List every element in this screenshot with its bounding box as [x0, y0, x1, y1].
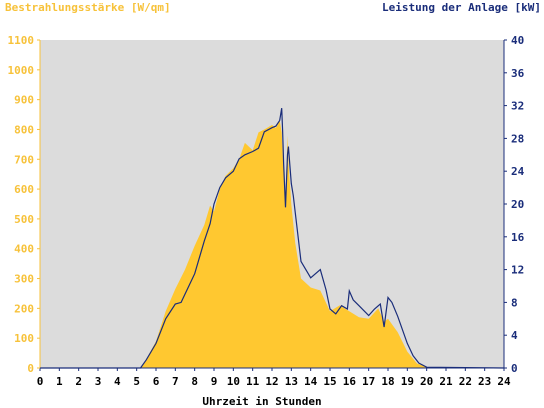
x-axis-title: Uhrzeit in Stunden [202, 395, 321, 408]
right-axis-title: Leistung der Anlage [kW] [382, 1, 541, 14]
x-tick-label: 8 [191, 375, 198, 388]
x-tick-label: 22 [459, 375, 472, 388]
x-tick-label: 20 [420, 375, 433, 388]
y-right-tick-label: 0 [511, 362, 518, 375]
x-tick-label: 9 [211, 375, 218, 388]
x-tick-label: 17 [362, 375, 375, 388]
y-left-tick-label: 200 [14, 302, 34, 315]
x-tick-label: 21 [439, 375, 453, 388]
y-right-tick-label: 24 [511, 165, 525, 178]
y-right-tick-label: 36 [511, 67, 525, 80]
series-area-irradiance [40, 120, 504, 368]
y-left-tick-label: 100 [14, 332, 34, 345]
x-tick-label: 6 [153, 375, 160, 388]
x-tick-label: 4 [114, 375, 121, 388]
left-axis-title: Bestrahlungsstärke [W/qm] [5, 1, 171, 14]
y-right-tick-label: 16 [511, 231, 525, 244]
y-right-tick-label: 8 [511, 296, 518, 309]
x-tick-label: 13 [285, 375, 298, 388]
y-left-tick-label: 600 [14, 183, 34, 196]
x-tick-label: 2 [75, 375, 82, 388]
y-left-tick-label: 0 [27, 362, 34, 375]
y-right-tick-label: 28 [511, 132, 524, 145]
x-tick-label: 1 [56, 375, 63, 388]
y-left-tick-label: 1100 [8, 34, 35, 47]
y-left-tick-label: 500 [14, 213, 34, 226]
x-tick-label: 19 [401, 375, 414, 388]
x-tick-label: 15 [323, 375, 336, 388]
y-left-tick-label: 400 [14, 243, 34, 256]
x-tick-label: 24 [497, 375, 511, 388]
y-right-tick-label: 4 [511, 329, 518, 342]
series-line-power [40, 108, 505, 369]
y-left-tick-label: 300 [14, 273, 34, 286]
x-tick-label: 10 [227, 375, 240, 388]
y-right-tick-label: 20 [511, 198, 524, 211]
x-tick-label: 5 [133, 375, 140, 388]
x-tick-label: 14 [304, 375, 318, 388]
x-tick-label: 3 [95, 375, 102, 388]
x-tick-label: 16 [343, 375, 357, 388]
x-tick-label: 23 [478, 375, 491, 388]
x-tick-label: 12 [265, 375, 278, 388]
y-left-tick-label: 700 [14, 153, 34, 166]
x-tick-label: 0 [37, 375, 44, 388]
y-right-tick-label: 32 [511, 100, 524, 113]
y-left-tick-label: 1000 [8, 64, 35, 77]
y-left-tick-label: 800 [14, 123, 34, 136]
x-tick-label: 7 [172, 375, 179, 388]
y-left-tick-label: 900 [14, 94, 34, 107]
y-right-tick-label: 12 [511, 264, 524, 277]
x-tick-label: 18 [381, 375, 394, 388]
y-right-tick-label: 40 [511, 34, 524, 47]
x-tick-label: 11 [246, 375, 260, 388]
